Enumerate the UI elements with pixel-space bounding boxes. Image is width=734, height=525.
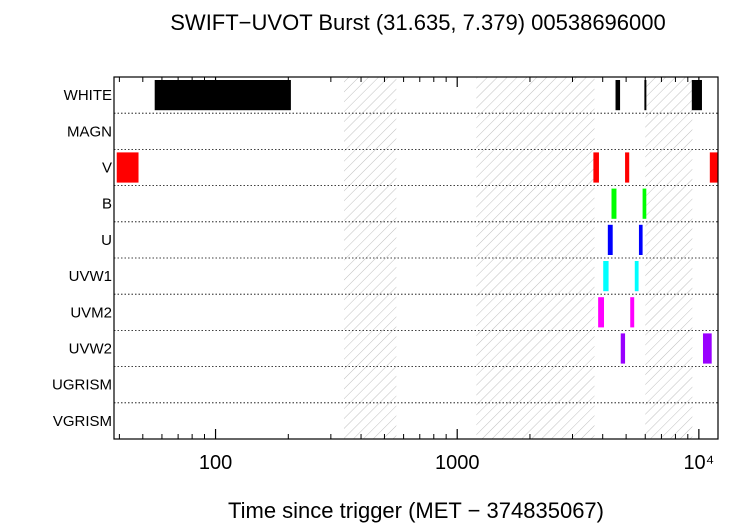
x-axis-ticks: 100 1000 10⁴ (118, 77, 714, 474)
exposure-bar-v-7 (709, 152, 718, 183)
filter-label-b: B (102, 196, 112, 213)
x-axis-label: Time since trigger (MET − 374835067) (228, 498, 604, 523)
filter-label-vgrism: VGRISM (53, 413, 112, 430)
filter-label-v: V (102, 160, 112, 177)
exposure-bar-b-8 (611, 188, 617, 219)
filter-label-u: U (101, 232, 112, 249)
exposure-bar-white-0 (154, 80, 291, 111)
filter-label-uvw1: UVW1 (69, 268, 112, 285)
exposure-bar-v-4 (116, 152, 139, 183)
exposure-bar-white-2 (644, 80, 647, 111)
exposure-bar-u-10 (607, 224, 613, 255)
exposure-bar-white-3 (691, 80, 702, 111)
exposure-bar-v-5 (593, 152, 599, 183)
exposure-bar-uvw2-16 (620, 333, 626, 364)
filter-labels: WHITE MAGN V B U UVW1 UVM2 UVW2 UGRISM VGRISM (52, 87, 112, 430)
filter-label-magn: MAGN (67, 123, 112, 140)
exposure-bar-white-1 (615, 80, 621, 111)
exposure-bar-uvm2-14 (598, 297, 605, 328)
exposure-bar-uvm2-15 (630, 297, 635, 328)
exposure-bar-b-9 (642, 188, 647, 219)
filter-label-uvm2: UVM2 (70, 304, 112, 321)
exposure-bar-uvw1-12 (603, 261, 609, 292)
x-tick-label-0: 100 (199, 452, 232, 474)
row-dividers (114, 112, 718, 404)
chart-title: SWIFT−UVOT Burst (31.635, 7.379) 0053869… (170, 10, 665, 35)
x-tick-label-2: 10⁴ (683, 452, 714, 474)
x-tick-label-1: 1000 (435, 452, 480, 474)
plot-frame (113, 76, 719, 440)
filter-label-uvw2: UVW2 (69, 341, 112, 358)
exposure-bar-uvw2-17 (702, 333, 712, 364)
exposure-bar-v-6 (625, 152, 630, 183)
exposure-bars (116, 80, 718, 364)
exposure-bar-uvw1-13 (634, 261, 639, 292)
filter-label-ugrism: UGRISM (52, 377, 112, 394)
filter-label-white: WHITE (64, 87, 112, 104)
exposure-bar-u-11 (638, 224, 643, 255)
